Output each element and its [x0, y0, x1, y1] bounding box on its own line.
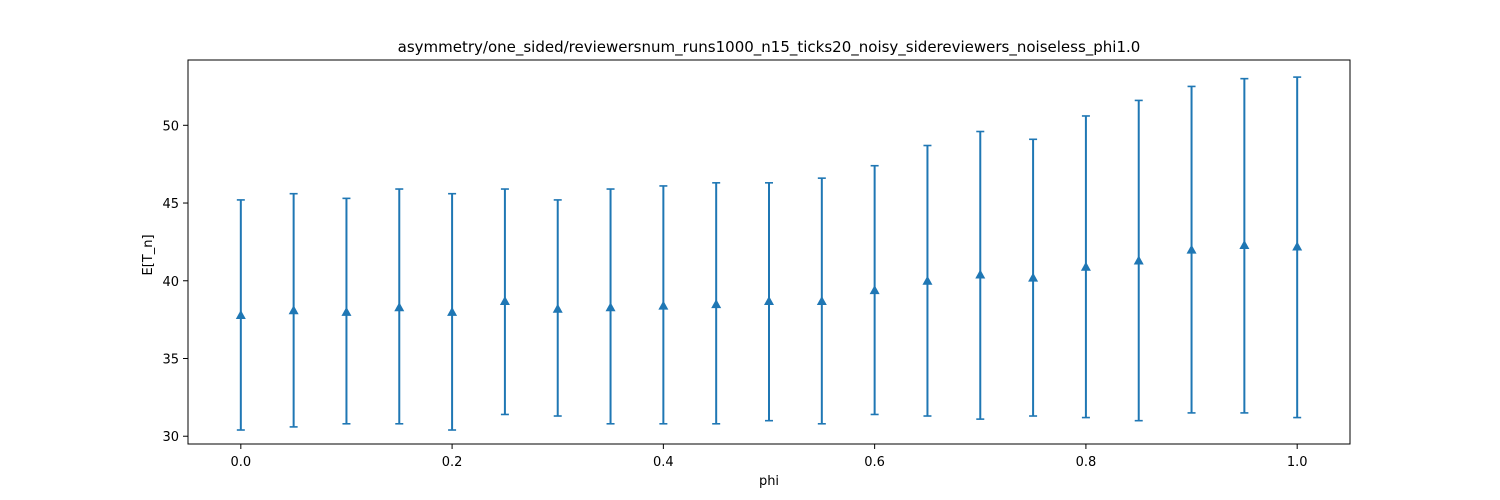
data-point	[447, 192, 458, 431]
data-point	[1080, 115, 1091, 419]
data-point	[235, 199, 246, 431]
y-tick-label: 35	[162, 352, 179, 367]
x-tick-label: 0.6	[864, 455, 885, 470]
data-point	[341, 197, 352, 425]
data-point	[1292, 76, 1303, 419]
data-point	[288, 192, 299, 428]
data-point	[816, 177, 827, 425]
x-tick-label: 0.0	[230, 455, 251, 470]
triangle-marker	[605, 302, 616, 312]
y-axis: 30 35 40 45 50	[162, 119, 188, 445]
data-point	[394, 188, 405, 425]
triangle-marker	[1292, 241, 1303, 251]
data-point	[605, 188, 616, 425]
x-tick-label: 0.4	[653, 455, 674, 470]
y-tick-label: 45	[162, 197, 179, 212]
x-tick-label: 0.8	[1076, 455, 1097, 470]
data-point	[922, 144, 933, 417]
data-point	[711, 182, 722, 425]
data-point	[552, 199, 563, 417]
data-point	[499, 188, 510, 416]
x-tick-label: 0.2	[442, 455, 463, 470]
data-point	[658, 185, 669, 425]
triangle-marker	[975, 269, 986, 279]
triangle-marker	[1186, 244, 1197, 254]
triangle-marker	[764, 295, 774, 305]
data-point	[975, 130, 986, 420]
triangle-marker	[816, 295, 827, 305]
triangle-marker	[288, 305, 299, 315]
triangle-marker	[394, 302, 405, 312]
triangle-marker	[499, 295, 510, 305]
triangle-marker	[1239, 240, 1250, 250]
x-axis: 0.0 0.2 0.4 0.6 0.8 1.0	[230, 444, 1308, 470]
triangle-marker	[235, 309, 246, 319]
plot-area	[187, 59, 1351, 445]
triangle-marker	[1080, 261, 1091, 271]
data-point	[764, 182, 774, 422]
x-axis-label: phi	[759, 474, 779, 489]
chart-title: asymmetry/one_sided/reviewersnum_runs100…	[398, 38, 1141, 57]
data-point	[1133, 99, 1144, 422]
data-point	[1186, 85, 1197, 414]
y-tick-label: 50	[162, 119, 179, 134]
triangle-marker	[1028, 272, 1039, 282]
triangle-marker	[447, 306, 458, 316]
triangle-marker	[1133, 255, 1144, 265]
x-tick-label: 1.0	[1287, 455, 1308, 470]
triangle-marker	[658, 300, 669, 310]
y-tick-label: 40	[162, 275, 179, 290]
triangle-marker	[341, 306, 352, 316]
triangle-marker	[922, 275, 933, 285]
data-point	[869, 164, 880, 416]
plot-frame	[187, 59, 1351, 445]
triangle-marker	[711, 299, 722, 309]
y-tick-label: 30	[162, 430, 179, 445]
y-axis-label: E[T_n]	[141, 234, 156, 275]
data-point	[1239, 77, 1250, 414]
data-point	[1028, 138, 1039, 417]
triangle-marker	[552, 303, 563, 313]
triangle-marker	[869, 285, 880, 295]
